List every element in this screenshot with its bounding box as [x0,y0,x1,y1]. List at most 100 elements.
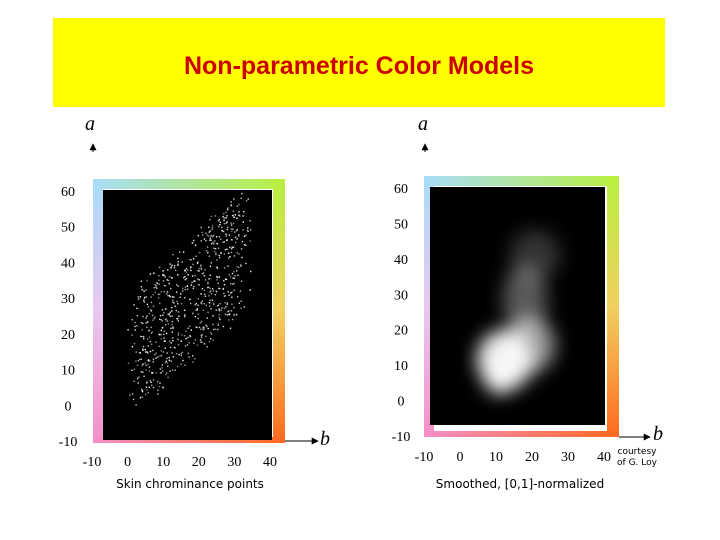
point [133,368,135,371]
point [227,310,229,313]
x-tick-label: 0 [124,455,131,470]
point [150,301,153,304]
point [245,200,248,202]
point [151,314,154,317]
point [204,293,206,295]
point [197,298,199,300]
point [228,252,230,254]
point [172,326,174,328]
point [194,274,196,277]
point [134,329,136,331]
point [207,282,209,285]
density-patch [510,230,560,280]
point [209,299,211,301]
point [247,227,249,229]
point [221,307,223,309]
point [190,302,192,305]
point [210,333,213,335]
point [180,340,182,342]
point [238,266,240,269]
point [211,225,214,227]
point [238,203,240,206]
point [166,352,168,354]
point [142,348,144,350]
point [141,396,143,398]
point [137,296,140,298]
point [240,248,243,250]
point [218,308,220,310]
point [209,265,212,267]
point [234,275,236,277]
point [215,328,217,330]
point [146,315,148,317]
point [231,248,233,250]
point [154,291,156,293]
point [127,362,130,364]
point [183,309,186,311]
point [142,322,144,325]
point [193,258,195,260]
point [175,291,178,293]
point [241,192,243,195]
point [228,294,230,296]
point [196,308,198,310]
point [141,390,143,393]
point [176,300,178,303]
point [181,351,184,354]
point [142,363,144,365]
point [184,288,186,291]
point [196,344,199,346]
point [158,279,160,281]
point [215,236,218,238]
caption: Skin chrominance points [116,477,264,491]
point [202,234,204,236]
point [166,320,168,322]
point [155,286,157,288]
point [183,277,185,279]
point [147,321,149,323]
point [224,217,226,219]
point [149,360,151,362]
point [229,275,232,278]
x-tick-label: 30 [561,450,575,465]
point [238,235,240,237]
point [174,265,176,267]
point [233,282,235,285]
point [135,351,137,353]
point [226,228,228,231]
point [227,265,229,267]
point [210,215,212,218]
point [161,364,164,366]
point [190,269,192,272]
point [205,250,208,252]
point [131,369,133,371]
point [197,317,199,320]
point [160,318,162,321]
point [209,239,211,241]
point [184,345,187,347]
point [217,304,219,307]
point [154,353,156,356]
point [212,241,214,243]
point [151,331,153,333]
point [162,314,164,316]
point [212,236,214,238]
point [171,277,174,279]
point [166,372,168,374]
point [159,382,161,384]
point [159,368,161,370]
point [143,335,145,338]
point [152,379,155,381]
point [145,322,147,324]
point [159,355,161,357]
point [210,262,212,264]
point [145,296,148,298]
point [214,248,217,250]
point [157,393,159,395]
point [171,369,174,371]
point [129,394,131,396]
point [205,232,207,234]
point [216,276,219,279]
point [224,249,227,251]
point [157,356,159,358]
